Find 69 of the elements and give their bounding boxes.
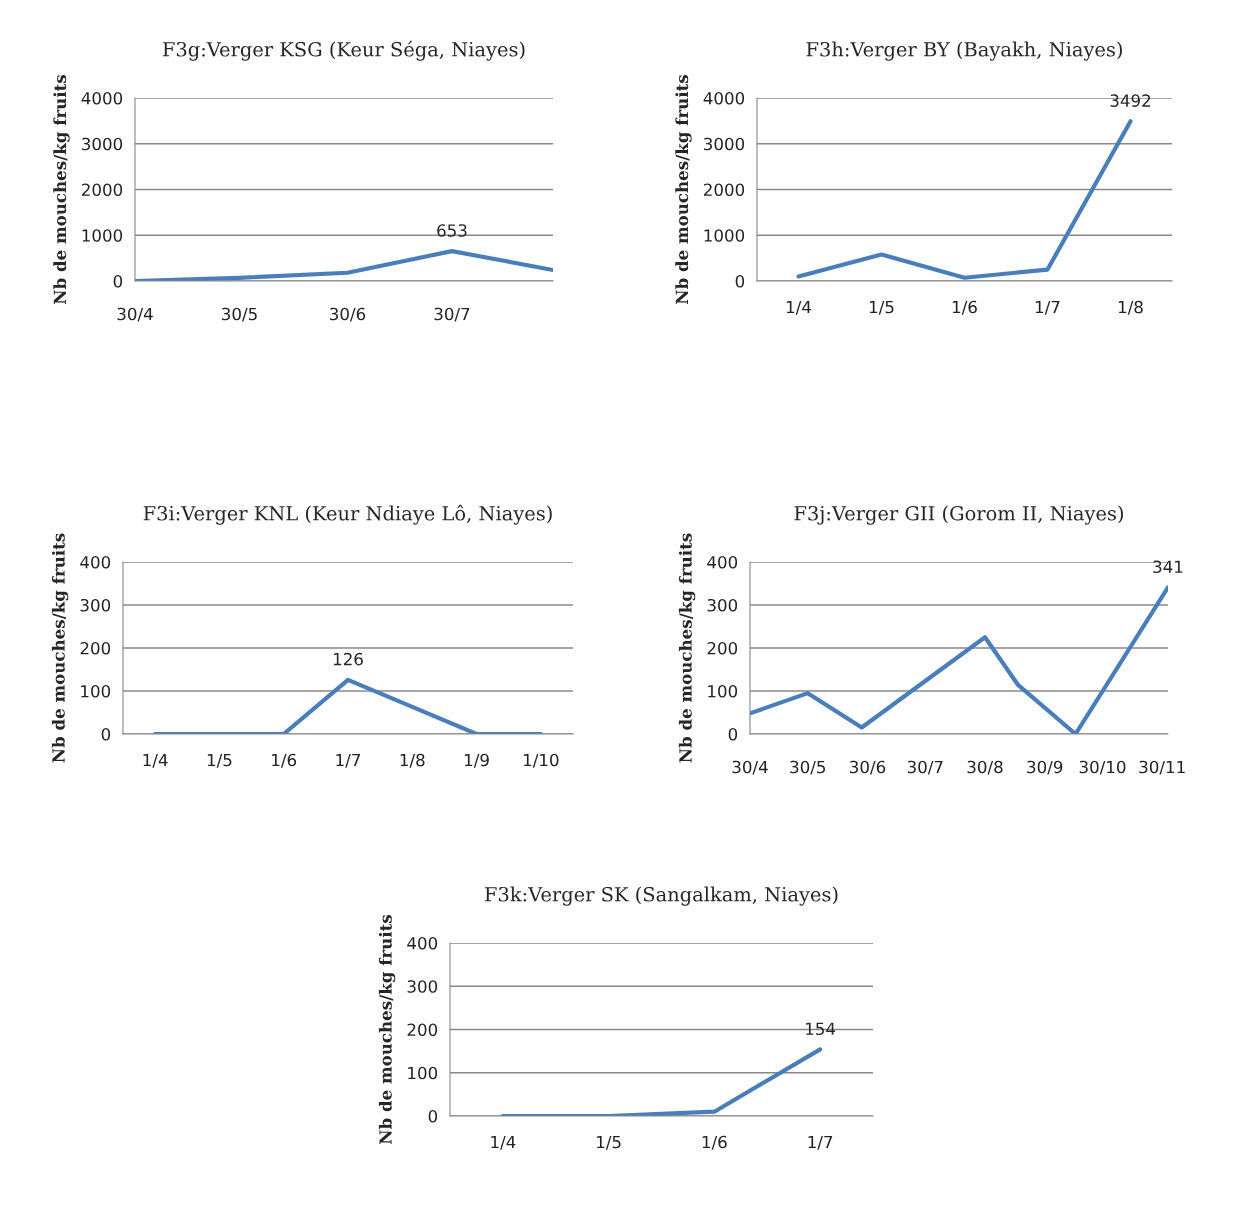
- x-tick-label: 30/4: [117, 307, 153, 322]
- y-tick-label: 300: [407, 980, 438, 993]
- x-tick-label: 30/11: [1139, 760, 1185, 775]
- x-tick-label: 1/6: [702, 1135, 727, 1150]
- y-tick-label: 100: [408, 1066, 438, 1080]
- y-tick-label: 4000: [81, 91, 123, 105]
- y-tick-label: 1000: [704, 229, 745, 242]
- x-tick-label: 1/8: [1118, 300, 1143, 315]
- chart-title: F3h:Verger BY (Bayakh, Niayes): [806, 41, 1122, 61]
- chart-title: F3k:Verger SK (Sangalkam, Niayes): [485, 886, 838, 906]
- x-tick-label: 30/5: [790, 760, 826, 775]
- y-tick-label: 3000: [82, 137, 123, 151]
- x-tick-label: 30/8: [967, 760, 1003, 775]
- annotation: 154: [806, 1022, 836, 1036]
- y-tick-label: 0: [735, 274, 745, 288]
- y-tick-label: 300: [707, 598, 738, 612]
- y-tick-label: 4000: [703, 91, 745, 105]
- y-tick-label: 400: [407, 936, 438, 950]
- y-tick-label: 400: [80, 555, 111, 569]
- annotation: 653: [437, 224, 467, 237]
- x-tick-label: 1/5: [869, 300, 894, 315]
- y-tick-label: 200: [707, 641, 738, 655]
- x-tick-label: 30/5: [222, 307, 257, 322]
- x-tick-label: 1/6: [272, 753, 297, 768]
- line-series: [796, 119, 1133, 280]
- annotation: 3492: [1110, 94, 1151, 107]
- x-tick-label: 30/10: [1079, 760, 1126, 775]
- x-tick-label: 1/6: [952, 300, 977, 315]
- y-tick-label: 0: [101, 727, 111, 741]
- y-axis-title: Nb de mouches/kg fruits: [51, 533, 69, 763]
- x-tick-label: 30/9: [1027, 760, 1063, 775]
- y-axis-title: Nb de mouches/kg fruits: [675, 74, 692, 304]
- x-tick-label: 30/6: [850, 760, 886, 775]
- x-tick-label: 30/7: [434, 307, 470, 322]
- y-axis-title: Nb de mouches/kg fruits: [678, 533, 696, 763]
- annotation: 341: [1153, 560, 1183, 574]
- y-tick-label: 2000: [704, 183, 745, 197]
- y-tick-label: 0: [113, 274, 123, 288]
- y-tick-label: 100: [708, 684, 738, 698]
- x-tick-label: 30/6: [330, 307, 366, 322]
- x-tick-label: 1/4: [786, 300, 811, 315]
- y-tick-label: 0: [728, 727, 738, 741]
- x-tick-label: 30/7: [907, 760, 943, 775]
- annotation: 126: [333, 652, 363, 666]
- y-tick-label: 100: [81, 684, 111, 698]
- y-tick-label: 2000: [82, 183, 123, 197]
- x-tick-label: 1/10: [523, 753, 559, 768]
- y-tick-label: 200: [407, 1023, 438, 1037]
- y-tick-label: 400: [707, 555, 738, 569]
- y-tick-label: 200: [80, 641, 111, 655]
- y-tick-label: 1000: [82, 229, 123, 242]
- chart-title: F3j:Verger GII (Gorom II, Niayes): [794, 505, 1123, 525]
- x-tick-label: 1/7: [336, 753, 360, 768]
- x-tick-label: 1/7: [1035, 300, 1060, 315]
- x-tick-label: 1/5: [207, 753, 232, 768]
- y-tick-label: 3000: [704, 137, 745, 151]
- x-tick-label: 1/7: [808, 1135, 833, 1150]
- x-tick-label: 30/4: [732, 760, 768, 775]
- x-tick-label: 1/4: [491, 1135, 516, 1150]
- y-tick-label: 300: [80, 598, 111, 612]
- y-tick-label: 0: [428, 1109, 438, 1123]
- y-axis-title: Nb de mouches/kg fruits: [53, 74, 70, 304]
- x-tick-label: 1/8: [400, 753, 425, 768]
- y-axis-title: Nb de mouches/kg fruits: [378, 914, 396, 1144]
- chart-title: F3g:Verger KSG (Keur Séga, Niayes): [163, 40, 525, 61]
- x-tick-label: 1/4: [143, 753, 168, 768]
- x-tick-label: 1/5: [597, 1135, 621, 1150]
- chart-title: F3i:Verger KNL (Keur Ndiaye Lô, Niayes): [143, 504, 552, 525]
- x-tick-label: 1/9: [464, 753, 489, 768]
